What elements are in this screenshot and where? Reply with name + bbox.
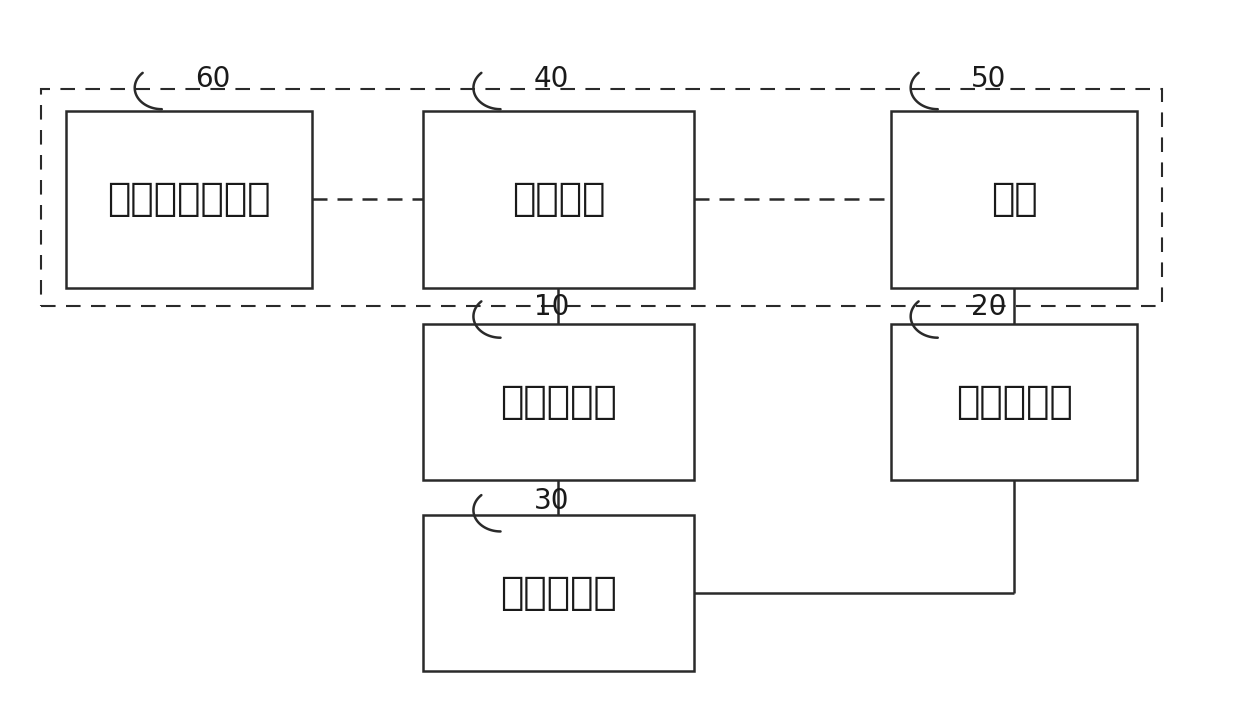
Text: 整车控制器: 整车控制器 bbox=[500, 574, 616, 612]
Text: 20: 20 bbox=[971, 293, 1007, 321]
Bar bbox=[66, 111, 312, 288]
Text: 30: 30 bbox=[533, 487, 569, 515]
Text: 60: 60 bbox=[195, 65, 231, 93]
Text: 电机控制器: 电机控制器 bbox=[956, 383, 1073, 421]
Text: 动力电池: 动力电池 bbox=[512, 180, 605, 218]
Text: 电池管理器: 电池管理器 bbox=[500, 383, 616, 421]
Text: 燃料电池发动机: 燃料电池发动机 bbox=[107, 180, 270, 218]
Text: 10: 10 bbox=[533, 293, 569, 321]
Text: 40: 40 bbox=[533, 65, 569, 93]
Bar bbox=[892, 111, 1137, 288]
Bar bbox=[423, 515, 694, 671]
Text: 电机: 电机 bbox=[991, 180, 1038, 218]
Bar bbox=[892, 324, 1137, 480]
Text: 50: 50 bbox=[971, 65, 1007, 93]
Bar bbox=[423, 324, 694, 480]
Bar bbox=[41, 89, 1162, 306]
Bar bbox=[423, 111, 694, 288]
